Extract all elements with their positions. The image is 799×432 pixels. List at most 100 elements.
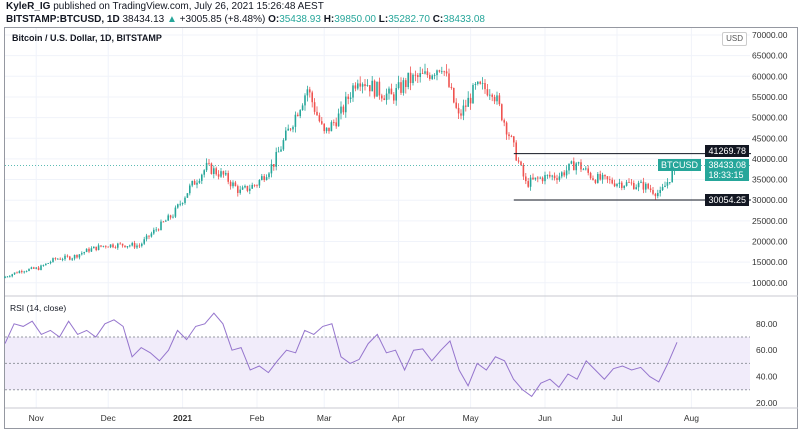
candle-body [424, 71, 426, 74]
candle-body [189, 185, 191, 194]
candle-body [71, 258, 73, 260]
candle-body [215, 168, 217, 175]
candle-body [657, 193, 659, 197]
candle-body [13, 272, 16, 275]
candle-body [537, 177, 539, 179]
candle-body [666, 182, 669, 186]
candle-body [613, 183, 616, 187]
candle-body [541, 177, 544, 182]
candle-body [635, 187, 637, 190]
candle-body [229, 181, 232, 187]
candle-body [309, 89, 311, 93]
candle-body [42, 265, 45, 267]
candle-body [40, 265, 42, 270]
price-tick-label: 70000.00 [752, 30, 788, 40]
candle-body [265, 177, 268, 181]
candle-body [491, 94, 493, 97]
rsi-tick-label: 20.00 [756, 398, 778, 408]
chart-frame[interactable] [4, 27, 798, 429]
candle-body [177, 204, 179, 208]
candle-body [61, 259, 64, 260]
candle-body [198, 180, 201, 183]
candle-body [23, 271, 25, 273]
candle-body [597, 173, 599, 183]
candle-body [501, 104, 503, 121]
candle-body [661, 187, 664, 191]
candle-body [301, 105, 304, 111]
candle-body [117, 243, 119, 248]
candle-body [203, 170, 205, 175]
candle-body [18, 271, 21, 274]
candle-body [333, 122, 335, 123]
candle-body [513, 136, 515, 143]
candle-body [33, 267, 35, 269]
candle-body [294, 114, 297, 127]
candle-body [126, 246, 129, 248]
candle-body [659, 190, 661, 194]
candle-body [462, 105, 465, 116]
candle-body [241, 187, 244, 190]
candle-body [460, 113, 462, 116]
candle-body [102, 245, 105, 247]
candle-body [393, 94, 395, 101]
candle-body [150, 233, 153, 237]
candle-body [304, 95, 306, 106]
candle-body [546, 174, 549, 176]
publisher-name[interactable]: KyleR_IG [6, 1, 51, 12]
candle-body [49, 261, 52, 264]
candle-body [664, 185, 666, 188]
last-price-label: 38433.08 [708, 160, 746, 170]
candle-body [486, 89, 489, 96]
candle-body [390, 88, 393, 95]
candle-body [642, 181, 645, 190]
candle-body [469, 97, 472, 104]
low-label: L: [378, 14, 389, 25]
candle-body [640, 181, 642, 183]
candle-body [193, 180, 196, 185]
candle-body [21, 271, 23, 273]
candle-body [575, 163, 577, 171]
candle-body [414, 74, 417, 76]
candle-body [611, 179, 613, 184]
candle-body [95, 246, 97, 251]
candle-body [73, 255, 76, 259]
candle-body [371, 80, 373, 92]
candle-body [625, 182, 628, 186]
candle-body [145, 235, 148, 240]
candle-body [155, 229, 157, 231]
candle-body [220, 171, 222, 177]
price-tick-label: 45000.00 [752, 133, 788, 143]
candle-body [450, 86, 453, 89]
candle-body [383, 98, 385, 100]
last-price-tag: 38433.08 18:33:15 [705, 159, 749, 181]
candle-body [359, 83, 361, 87]
candle-body [652, 189, 654, 194]
candle-body [213, 168, 215, 174]
candle-body [628, 182, 630, 183]
candle-body [599, 173, 601, 180]
candle-body [258, 180, 261, 186]
candle-body [587, 168, 589, 173]
candle-body [421, 73, 424, 74]
price-tick-label: 40000.00 [752, 154, 788, 164]
currency-badge[interactable]: USD [722, 32, 747, 46]
candle-body [565, 170, 568, 176]
candle-body [409, 72, 412, 84]
candle-body [268, 173, 270, 178]
candle-body [143, 239, 145, 244]
candle-body [606, 176, 609, 180]
candle-body [52, 258, 54, 262]
publish-info: KyleR_IG published on TradingView.com, J… [6, 1, 324, 12]
candle-body [357, 83, 359, 89]
candle-body [222, 171, 225, 175]
candle-body [330, 122, 333, 132]
rsi-tick-label: 40.00 [756, 372, 778, 382]
candle-body [316, 111, 318, 116]
candle-body [618, 182, 621, 184]
candle-body [45, 263, 47, 266]
candle-body [64, 255, 66, 260]
candle-body [184, 197, 186, 203]
candle-body [534, 177, 537, 180]
candle-body [568, 163, 570, 171]
